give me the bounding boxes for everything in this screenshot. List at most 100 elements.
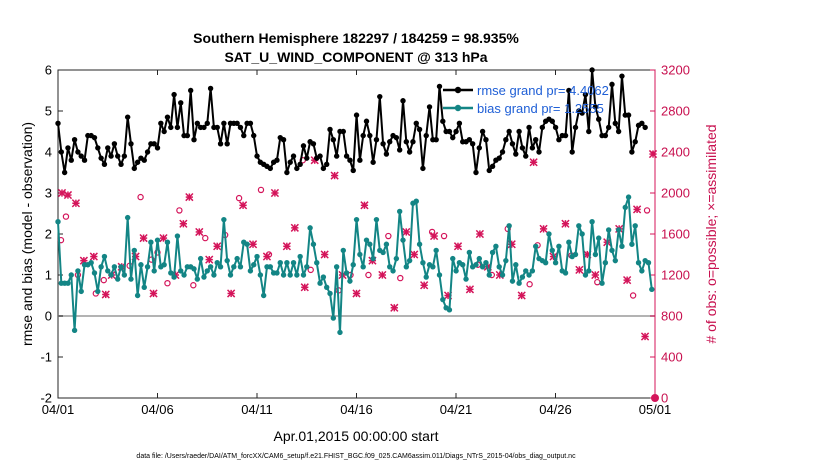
bias-point	[314, 260, 320, 266]
obs-assimilated-point	[429, 231, 439, 241]
x-tick-label: 05/01	[639, 402, 672, 417]
rmse-point	[387, 139, 393, 145]
bias-point	[556, 243, 562, 249]
rmse-point	[632, 139, 638, 145]
rmse-point	[71, 137, 78, 143]
bias-point	[576, 223, 582, 229]
rmse-point	[506, 128, 512, 135]
bias-point	[579, 231, 585, 237]
bias-point	[450, 255, 456, 262]
bias-point	[532, 243, 539, 249]
obs-possible-point	[307, 266, 314, 274]
obs-assimilated-point	[360, 201, 369, 210]
x-tick-label: 04/11	[241, 402, 273, 417]
rmse-point	[396, 147, 403, 153]
rmse-point	[536, 149, 542, 155]
bias-point	[357, 251, 363, 258]
rmse-point	[324, 161, 330, 167]
bias-point	[88, 260, 94, 266]
bias-point	[105, 268, 111, 274]
bias-point	[174, 233, 181, 239]
rmse-point	[164, 114, 171, 120]
obs-endpoint-marker	[651, 394, 659, 402]
rmse-point	[403, 139, 410, 145]
rmse-point	[134, 159, 141, 165]
rmse-point	[217, 141, 224, 147]
bias-point	[353, 216, 360, 223]
obs-assimilated-point	[290, 223, 299, 232]
bias-point	[602, 260, 609, 266]
rmse-point	[529, 145, 536, 151]
y-right-axis-label: # of obs: o=possible; ×=assimilated	[703, 124, 719, 343]
obs-assimilated-point	[139, 233, 148, 243]
rmse-point	[290, 153, 297, 159]
y-right-tick-label: 400	[661, 350, 683, 365]
rmse-point	[98, 155, 104, 161]
rmse-point	[400, 98, 406, 104]
bias-point	[108, 272, 114, 278]
rmse-point	[579, 110, 585, 116]
rmse-point	[128, 141, 134, 147]
rmse-point	[91, 134, 98, 141]
rmse-point	[304, 155, 310, 161]
bias-point	[267, 264, 274, 270]
obs-possible-point	[137, 193, 144, 201]
bias-point	[118, 264, 124, 270]
bias-point	[436, 272, 443, 278]
bias-point	[234, 255, 240, 262]
obs-assimilated-point	[213, 242, 222, 251]
bias-point	[78, 288, 84, 295]
bias-point	[161, 262, 167, 268]
bias-point	[251, 262, 257, 268]
x-tick-label: 04/16	[340, 402, 373, 417]
bias-point	[98, 264, 104, 270]
x-tick-label: 04/06	[141, 402, 174, 417]
rmse-point	[118, 161, 124, 167]
rmse-point	[61, 169, 68, 176]
bias-point	[254, 253, 260, 260]
bias-point	[340, 247, 346, 254]
bias-point	[566, 239, 572, 245]
rmse-point	[187, 87, 194, 94]
bias-point	[244, 241, 250, 247]
y-right-tick-labels: 0 400 800 1200 1600 2000 2400 2800 3200	[661, 63, 690, 406]
rmse-point	[350, 167, 356, 174]
rmse-point	[426, 104, 433, 110]
bias-point	[572, 251, 579, 258]
rmse-point	[58, 149, 65, 155]
obs-assimilated-point	[71, 199, 81, 208]
bias-point	[207, 264, 214, 270]
obs-assimilated-point	[402, 227, 411, 237]
rmse-point	[380, 141, 386, 147]
y-tick-label: 4	[45, 145, 52, 160]
bias-point	[111, 264, 118, 270]
bias-point	[586, 268, 592, 274]
rmse-point	[393, 134, 400, 141]
bias-point	[483, 260, 489, 266]
rmse-point	[207, 85, 214, 92]
x-tick-label: 04/01	[42, 402, 75, 417]
rmse-point	[377, 93, 383, 100]
rmse-point	[247, 120, 254, 127]
bias-point	[247, 268, 254, 274]
obs-assimilated-point	[226, 289, 236, 298]
rmse-point	[131, 165, 137, 172]
bias-point	[466, 249, 473, 256]
rmse-point	[234, 120, 240, 127]
rmse-point	[619, 73, 625, 79]
rmse-point	[101, 161, 108, 167]
rmse-point	[178, 100, 184, 106]
bias-point	[217, 264, 224, 270]
bias-point	[300, 272, 307, 278]
rmse-point	[509, 141, 516, 147]
obs-possible-point	[629, 292, 637, 299]
rmse-point	[171, 91, 177, 98]
bias-point	[486, 272, 492, 278]
rmse-point	[602, 132, 609, 139]
obs-assimilated-point	[575, 265, 584, 275]
rmse-point	[214, 124, 220, 131]
rmse-point	[596, 116, 602, 122]
obs-assimilated-point	[101, 290, 110, 299]
obs-assimilated-point	[623, 275, 632, 285]
rmse-point	[469, 141, 476, 147]
